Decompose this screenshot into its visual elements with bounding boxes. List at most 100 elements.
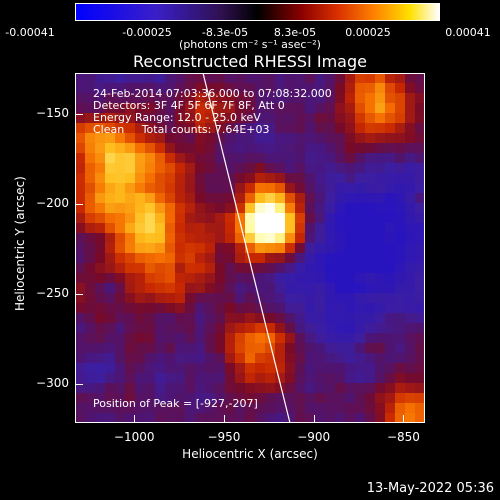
image-pixel [365, 73, 376, 84]
image-pixel [255, 183, 266, 194]
image-pixel [345, 103, 356, 114]
image-pixel [95, 273, 106, 284]
image-pixel [105, 323, 116, 334]
image-pixel [115, 103, 126, 114]
image-pixel [355, 193, 366, 204]
image-pixel [325, 243, 336, 254]
image-pixel [155, 343, 166, 354]
image-pixel [325, 163, 336, 174]
image-pixel [275, 333, 286, 344]
image-pixel [325, 373, 336, 384]
image-pixel [105, 193, 116, 204]
image-pixel [345, 383, 356, 394]
image-pixel [235, 123, 246, 134]
image-pixel [395, 183, 406, 194]
image-pixel [375, 333, 386, 344]
image-pixel [145, 313, 156, 324]
image-pixel [325, 233, 336, 244]
image-pixel [275, 413, 286, 423]
image-pixel [165, 343, 176, 354]
image-pixel [135, 263, 146, 274]
image-pixel [375, 343, 386, 354]
image-pixel [335, 193, 346, 204]
image-pixel [375, 393, 386, 404]
image-pixel [85, 373, 96, 384]
image-pixel [195, 93, 206, 104]
image-pixel [315, 393, 326, 404]
image-pixel [405, 363, 416, 374]
image-pixel [345, 403, 356, 414]
image-pixel [335, 203, 346, 214]
image-pixel [195, 373, 206, 384]
image-pixel [305, 353, 316, 364]
image-pixel [195, 403, 206, 414]
image-pixel [285, 293, 296, 304]
image-pixel [285, 103, 296, 114]
image-pixel [395, 303, 406, 314]
image-pixel [125, 393, 136, 404]
image-pixel [365, 133, 376, 144]
image-pixel [155, 203, 166, 214]
image-pixel [85, 103, 96, 114]
footer-timestamp: 13-May-2022 05:36 [366, 481, 494, 496]
image-pixel [165, 333, 176, 344]
image-pixel [245, 253, 256, 264]
image-pixel [355, 103, 366, 114]
image-pixel [385, 83, 396, 94]
image-pixel [395, 103, 406, 114]
image-pixel [275, 73, 286, 84]
image-pixel [365, 293, 376, 304]
image-pixel [155, 93, 166, 104]
image-pixel [355, 343, 366, 354]
plot-frame [75, 73, 425, 423]
image-pixel [305, 183, 316, 194]
image-pixel [105, 333, 116, 344]
image-pixel [155, 113, 166, 124]
image-pixel [405, 273, 416, 284]
image-pixel [105, 233, 116, 244]
image-pixel [395, 173, 406, 184]
image-pixel [185, 413, 196, 423]
image-pixel [205, 233, 216, 244]
image-pixel [85, 393, 96, 404]
image-pixel [75, 133, 86, 144]
image-pixel [175, 343, 186, 354]
image-pixel [85, 203, 96, 214]
image-pixel [305, 143, 316, 154]
image-pixel [135, 213, 146, 224]
image-pixel [235, 163, 246, 174]
image-pixel [245, 143, 256, 154]
image-pixel [285, 383, 296, 394]
image-pixel [305, 103, 316, 114]
image-pixel [275, 263, 286, 274]
image-pixel [285, 83, 296, 94]
image-pixel [385, 133, 396, 144]
image-pixel [335, 323, 346, 334]
image-pixel [215, 373, 226, 384]
image-pixel [175, 183, 186, 194]
image-pixel [255, 333, 266, 344]
image-pixel [325, 323, 336, 334]
image-pixel [165, 303, 176, 314]
image-pixel [375, 283, 386, 294]
image-pixel [355, 233, 366, 244]
image-pixel [325, 223, 336, 234]
image-pixel [215, 273, 226, 284]
image-pixel [255, 403, 266, 414]
image-pixel [85, 333, 96, 344]
image-pixel [315, 203, 326, 214]
image-pixel [335, 293, 346, 304]
image-pixel [265, 243, 276, 254]
image-pixel [385, 363, 396, 374]
image-pixel [185, 243, 196, 254]
image-pixel [105, 183, 116, 194]
image-pixel [245, 343, 256, 354]
image-pixel [405, 173, 416, 184]
image-pixel [335, 363, 346, 374]
image-pixel [105, 413, 116, 423]
image-pixel [335, 353, 346, 364]
image-pixel [75, 93, 86, 104]
image-pixel [135, 293, 146, 304]
image-pixel [105, 253, 116, 264]
image-pixel [185, 363, 196, 374]
